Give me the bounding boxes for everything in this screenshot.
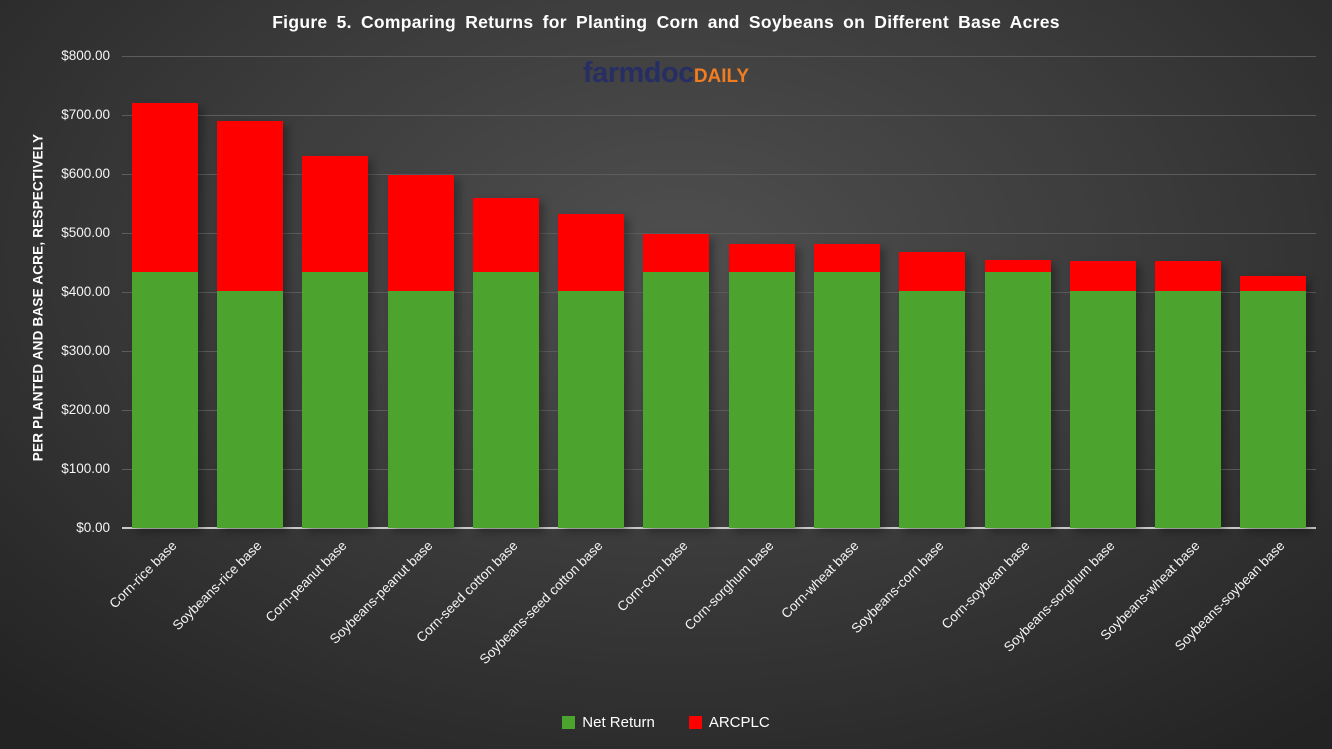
x-tick-label: Soybeans-sorghum base — [1000, 538, 1118, 655]
bar-segment-arcplc — [1069, 261, 1136, 291]
gridline — [122, 173, 1316, 175]
bar-corn-corn-base — [643, 234, 710, 528]
logo-farmdoc-text: farmdoc — [582, 57, 694, 89]
bar-corn-sorghum-base — [728, 243, 795, 528]
y-tick-label: $300.00 — [61, 343, 110, 358]
legend-label: ARCPLC — [708, 714, 770, 731]
bar-segment-net-return — [558, 290, 625, 528]
farmdoc-daily-logo: farmdocDAILY — [0, 57, 1332, 90]
y-tick-label: $0.00 — [76, 520, 110, 535]
x-tick-label: Corn-sorghum base — [681, 538, 777, 633]
y-tick-label: $800.00 — [61, 48, 110, 63]
bar-corn-peanut-base — [302, 156, 369, 528]
gridline — [122, 114, 1316, 116]
bar-segment-arcplc — [813, 243, 880, 272]
gridline — [122, 409, 1316, 411]
x-tick-label: Soybeans-soybean base — [1172, 538, 1288, 654]
bar-segment-arcplc — [1240, 276, 1307, 291]
bar-segment-arcplc — [387, 174, 454, 291]
x-tick-label: Soybeans-corn base — [848, 538, 947, 637]
bar-segment-net-return — [472, 271, 539, 528]
bar-soybeans-seed-cotton-base — [558, 214, 625, 528]
bar-segment-arcplc — [472, 197, 539, 272]
bar-soybeans-peanut-base — [387, 174, 454, 528]
legend-swatch — [688, 716, 702, 729]
bar-segment-net-return — [984, 271, 1051, 528]
bar-corn-wheat-base — [813, 243, 880, 528]
bar-corn-soybean-base — [984, 259, 1051, 528]
gridline — [122, 55, 1316, 57]
gridline — [122, 468, 1316, 470]
y-tick-label: $100.00 — [61, 461, 110, 476]
bar-soybeans-sorghum-base — [1069, 261, 1136, 528]
x-tick-label: Soybeans-wheat base — [1097, 538, 1203, 644]
bar-segment-net-return — [899, 290, 966, 528]
bar-soybeans-rice-base — [216, 121, 283, 528]
bar-segment-net-return — [387, 290, 454, 528]
y-tick-label: $200.00 — [61, 402, 110, 417]
bar-segment-arcplc — [302, 156, 369, 272]
x-tick-label: Corn-soybean base — [938, 538, 1033, 632]
x-tick-label: Soybeans-peanut base — [326, 538, 436, 647]
bar-segment-arcplc — [1155, 261, 1222, 291]
bar-segment-arcplc — [643, 234, 710, 272]
bar-segment-net-return — [131, 271, 198, 528]
y-tick-label: $700.00 — [61, 107, 110, 122]
legend-swatch — [562, 716, 576, 729]
bar-soybeans-soybean-base — [1240, 276, 1307, 528]
x-tick-label: Soybeans-rice base — [169, 538, 265, 633]
bar-segment-arcplc — [131, 103, 198, 272]
x-tick-label: Soybeans-seed cotton base — [476, 538, 606, 667]
gridline — [122, 291, 1316, 293]
bar-segment-arcplc — [984, 259, 1051, 272]
bar-segment-net-return — [813, 271, 880, 528]
legend: Net Return ARCPLC — [0, 714, 1332, 731]
x-tick-label: Corn-corn base — [614, 538, 691, 615]
gridline — [122, 232, 1316, 234]
x-axis-line — [122, 527, 1316, 529]
bar-segment-net-return — [728, 271, 795, 528]
bar-segment-net-return — [643, 271, 710, 528]
bar-segment-arcplc — [728, 243, 795, 272]
bar-soybeans-corn-base — [899, 251, 966, 528]
bar-segment-arcplc — [899, 251, 966, 291]
bar-segment-net-return — [302, 271, 369, 528]
y-tick-label: $400.00 — [61, 284, 110, 299]
x-tick-label: Corn-seed cotton base — [413, 538, 521, 646]
bar-segment-net-return — [1069, 290, 1136, 528]
y-tick-label: $600.00 — [61, 166, 110, 181]
legend-label: Net Return — [582, 714, 655, 731]
chart-title: Figure 5. Comparing Returns for Planting… — [272, 12, 1060, 32]
bar-corn-rice-base — [131, 103, 198, 528]
bar-soybeans-wheat-base — [1155, 261, 1222, 528]
x-tick-label: Corn-peanut base — [262, 538, 350, 626]
logo-daily-text: DAILY — [693, 66, 750, 87]
gridline — [122, 350, 1316, 352]
bar-segment-net-return — [216, 290, 283, 528]
bar-segment-arcplc — [216, 121, 283, 291]
x-tick-label: Corn-wheat base — [778, 538, 862, 622]
bar-segment-net-return — [1155, 290, 1222, 528]
legend-item-arcplc: ARCPLC — [688, 714, 770, 731]
legend-item-net-return: Net Return — [562, 714, 655, 731]
bar-segment-net-return — [1240, 290, 1307, 528]
bar-corn-seed-cotton-base — [472, 197, 539, 528]
y-tick-label: $500.00 — [61, 225, 110, 240]
bar-segment-arcplc — [558, 214, 625, 291]
